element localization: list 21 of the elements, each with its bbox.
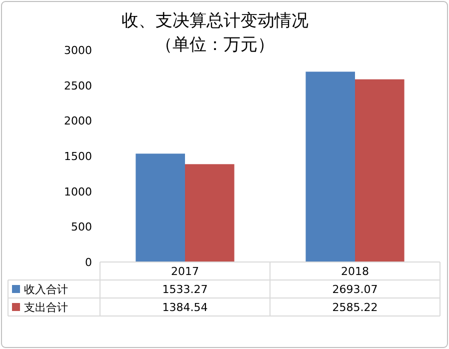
y-tick-label: 0 bbox=[85, 256, 92, 269]
y-tick-label: 2000 bbox=[64, 114, 92, 128]
data-label: 1533.27 bbox=[162, 283, 208, 296]
bar bbox=[185, 164, 234, 262]
data-label: 2585.22 bbox=[332, 301, 378, 314]
y-tick-label: 1500 bbox=[64, 150, 92, 163]
data-label: 1384.54 bbox=[162, 301, 208, 314]
x-tick-label: 2017 bbox=[171, 265, 199, 278]
bar bbox=[355, 79, 404, 262]
y-tick-label: 2500 bbox=[64, 79, 92, 92]
data-label: 2693.07 bbox=[332, 283, 378, 296]
y-tick-label: 3000 bbox=[64, 44, 92, 57]
chart-title: 收、支决算总计变动情况 bbox=[122, 11, 308, 31]
bar bbox=[306, 72, 355, 262]
bar bbox=[136, 154, 185, 262]
x-tick-label: 2018 bbox=[341, 265, 369, 278]
legend-label: 收入合计 bbox=[24, 283, 68, 296]
chart-subtitle: （单位：万元） bbox=[156, 35, 274, 55]
legend-label: 支出合计 bbox=[24, 301, 68, 314]
y-tick-label: 500 bbox=[71, 220, 92, 234]
y-tick-label: 1000 bbox=[64, 185, 92, 198]
